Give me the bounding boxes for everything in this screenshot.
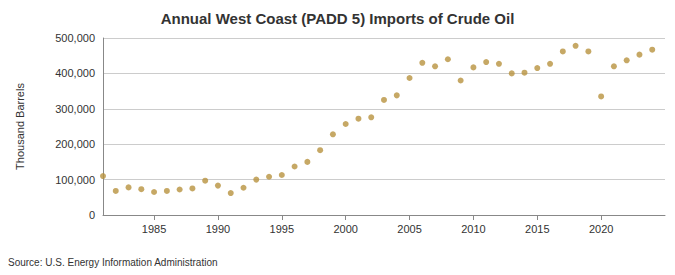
svg-text:Annual West Coast (PADD 5) Imp: Annual West Coast (PADD 5) Imports of Cr… bbox=[161, 10, 515, 27]
svg-text:Thousand Barrels: Thousand Barrels bbox=[14, 83, 26, 170]
svg-text:0: 0 bbox=[89, 209, 95, 221]
svg-text:2000: 2000 bbox=[333, 223, 357, 235]
svg-text:100,000: 100,000 bbox=[55, 174, 95, 186]
svg-text:200,000: 200,000 bbox=[55, 138, 95, 150]
svg-text:2020: 2020 bbox=[589, 223, 613, 235]
svg-text:300,000: 300,000 bbox=[55, 103, 95, 115]
svg-text:500,000: 500,000 bbox=[55, 32, 95, 44]
svg-text:2005: 2005 bbox=[397, 223, 421, 235]
svg-text:1985: 1985 bbox=[142, 223, 166, 235]
svg-text:400,000: 400,000 bbox=[55, 67, 95, 79]
svg-text:2010: 2010 bbox=[461, 223, 485, 235]
svg-text:2015: 2015 bbox=[525, 223, 549, 235]
svg-text:1990: 1990 bbox=[206, 223, 230, 235]
svg-text:Source: U.S. Energy Informatio: Source: U.S. Energy Information Administ… bbox=[8, 257, 218, 268]
svg-text:1995: 1995 bbox=[270, 223, 294, 235]
